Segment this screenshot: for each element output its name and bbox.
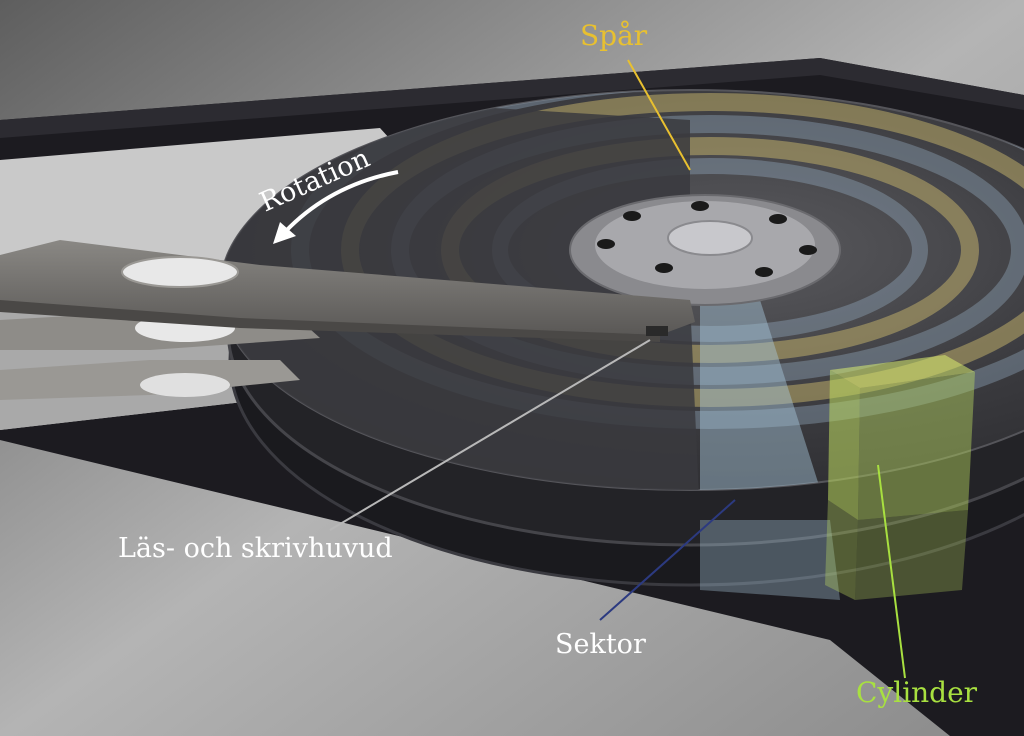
actuator-arm-lower: [0, 360, 300, 400]
head-label: Läs- och skrivhuvud: [118, 533, 393, 564]
hub-screw: [597, 239, 615, 249]
hub-screw: [623, 211, 641, 221]
sector-leader-line: [599, 499, 736, 621]
track-label: Spår: [580, 19, 648, 52]
sector-wedge-lower: [700, 520, 840, 600]
casing-top-edge: [0, 58, 1024, 138]
cylinder-leader-line: [877, 464, 906, 679]
hub-screw: [691, 201, 709, 211]
head-leader-line: [329, 339, 651, 531]
actuator-arm-top: [0, 240, 695, 342]
cylinder-label: Cylinder: [856, 676, 978, 709]
rotation-arrow: [283, 170, 399, 234]
hub-screw: [755, 267, 773, 277]
cylinder-box: [825, 355, 975, 600]
track-leader-line: [627, 59, 691, 171]
spindle-hub: [569, 194, 841, 306]
hub-screw: [655, 263, 673, 273]
hub-screw: [799, 245, 817, 255]
sector-wedge: [700, 300, 830, 490]
rotation-arrowhead: [273, 222, 296, 244]
read-write-head: [646, 326, 668, 336]
platter-surface: [220, 90, 1024, 490]
hub-screw: [769, 214, 787, 224]
sector-label: Sektor: [555, 629, 646, 660]
